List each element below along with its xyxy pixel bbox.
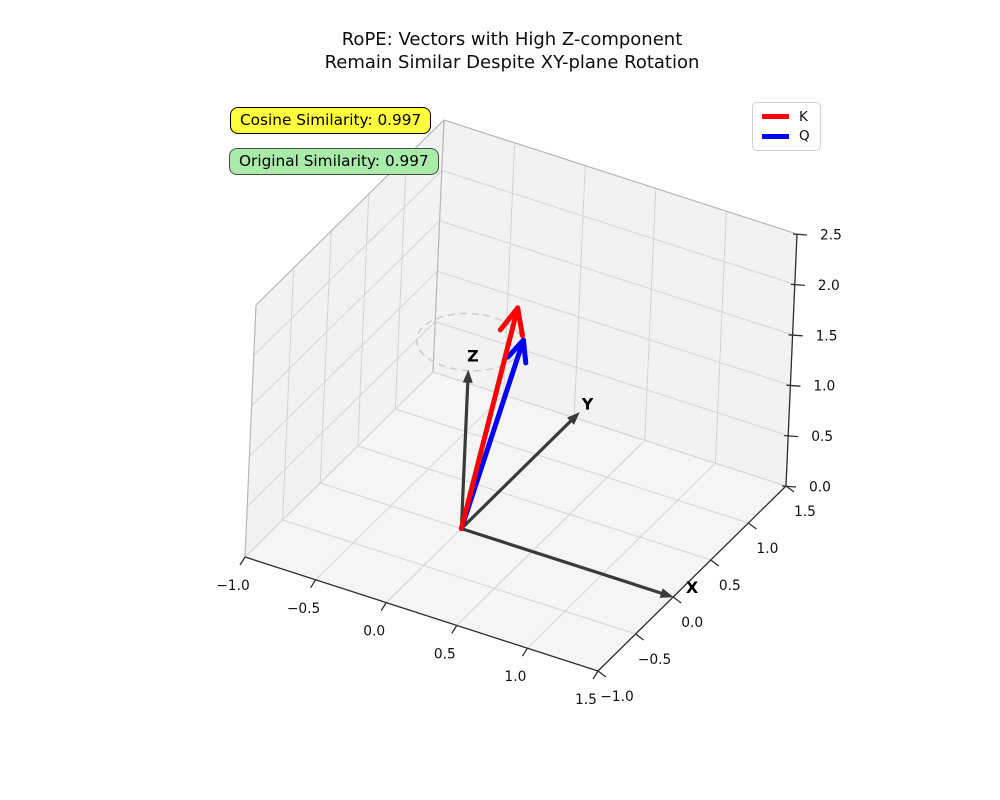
- svg-text:1.0: 1.0: [756, 541, 778, 557]
- svg-text:0.0: 0.0: [809, 480, 831, 496]
- chart-title: RoPE: Vectors with High Z-component Rema…: [12, 28, 1000, 74]
- svg-text:−1.0: −1.0: [600, 689, 634, 705]
- legend-swatch-q: [762, 134, 789, 139]
- legend: K Q: [752, 102, 821, 151]
- svg-text:1.5: 1.5: [794, 504, 816, 520]
- svg-text:2.5: 2.5: [820, 228, 842, 244]
- svg-text:1.0: 1.0: [504, 669, 526, 685]
- y-axis-arrow: Y: [460, 394, 594, 530]
- svg-text:2.0: 2.0: [818, 278, 840, 294]
- legend-label-k: K: [799, 108, 808, 125]
- chart-title-line-1: RoPE: Vectors with High Z-component: [341, 29, 683, 50]
- svg-text:−1.0: −1.0: [216, 578, 250, 594]
- tick-marks: [239, 233, 808, 680]
- svg-text:0.5: 0.5: [811, 429, 833, 445]
- axis-spines: [244, 233, 798, 672]
- svg-text:1.5: 1.5: [816, 328, 838, 344]
- svg-text:1.5: 1.5: [575, 692, 597, 708]
- svg-text:1.0: 1.0: [813, 379, 835, 395]
- axis-label-y: Y: [581, 394, 594, 413]
- vector-k: [458, 305, 525, 532]
- cosine-similarity-badge: Cosine Similarity: 0.997: [230, 107, 432, 135]
- chart-title-line-2: Remain Similar Despite XY-plane Rotation: [324, 52, 700, 73]
- axis-label-z: Z: [467, 347, 479, 366]
- svg-text:0.5: 0.5: [434, 646, 456, 662]
- z-axis-arrow: Z: [459, 347, 479, 529]
- svg-text:0.0: 0.0: [363, 624, 385, 640]
- legend-label-q: Q: [799, 128, 810, 145]
- legend-item-k: K: [762, 109, 811, 125]
- original-similarity-badge: Original Similarity: 0.997: [229, 148, 439, 176]
- svg-text:0.0: 0.0: [681, 615, 703, 631]
- svg-text:−0.5: −0.5: [638, 652, 672, 668]
- x-axis-arrow: X: [460, 527, 699, 598]
- legend-item-q: Q: [762, 128, 811, 144]
- svg-text:−0.5: −0.5: [287, 601, 321, 617]
- tick-labels: −1.0−0.50.00.51.01.5 −1.0−0.50.00.51.01.5…: [216, 228, 842, 709]
- legend-swatch-k: [762, 114, 789, 119]
- svg-text:0.5: 0.5: [719, 578, 741, 594]
- panes: [245, 120, 797, 671]
- axis-label-x: X: [686, 578, 699, 597]
